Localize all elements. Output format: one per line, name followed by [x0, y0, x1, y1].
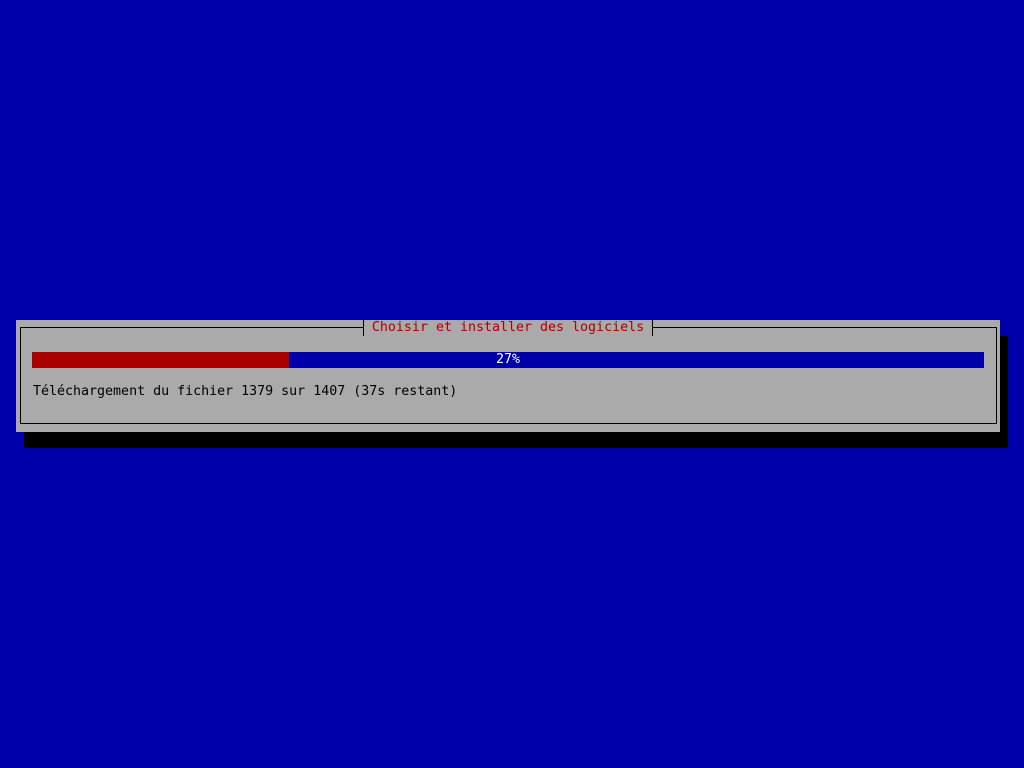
- dialog-title: Choisir et installer des logiciels: [362, 320, 654, 336]
- progress-fill: [32, 352, 290, 368]
- progress-dialog: Choisir et installer des logiciels 27% T…: [16, 320, 1000, 432]
- progress-percent: 27%: [495, 352, 521, 367]
- status-message: Téléchargement du fichier 1379 sur 1407 …: [33, 384, 458, 399]
- progress-bar: 27%: [32, 352, 984, 368]
- dialog-frame: [20, 327, 997, 424]
